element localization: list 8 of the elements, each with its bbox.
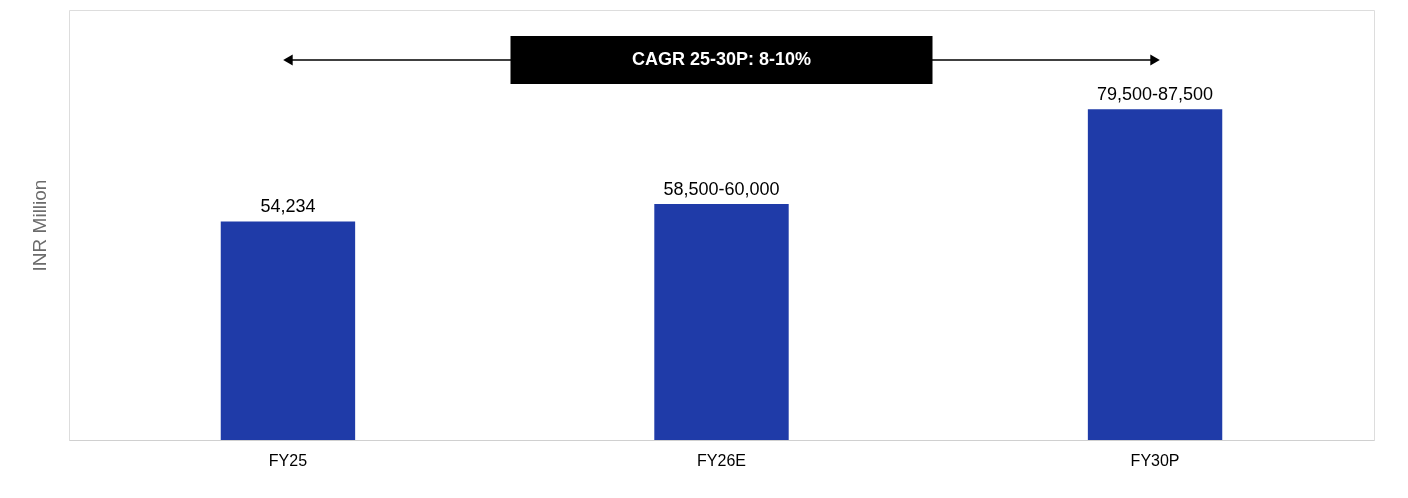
data-label: 54,234: [260, 196, 316, 217]
text: CAGR 25-30P: 8-10%: [631, 49, 812, 69]
x-tick-label: FY30P: [1130, 451, 1180, 469]
y-axis-title: INR Million: [28, 179, 50, 272]
data-label: 58,500-60,000: [663, 178, 780, 199]
x-tick-label: FY25: [268, 451, 308, 469]
data-label: 79,500-87,500: [1097, 84, 1214, 105]
x-tick-label: FY26E: [697, 451, 746, 469]
